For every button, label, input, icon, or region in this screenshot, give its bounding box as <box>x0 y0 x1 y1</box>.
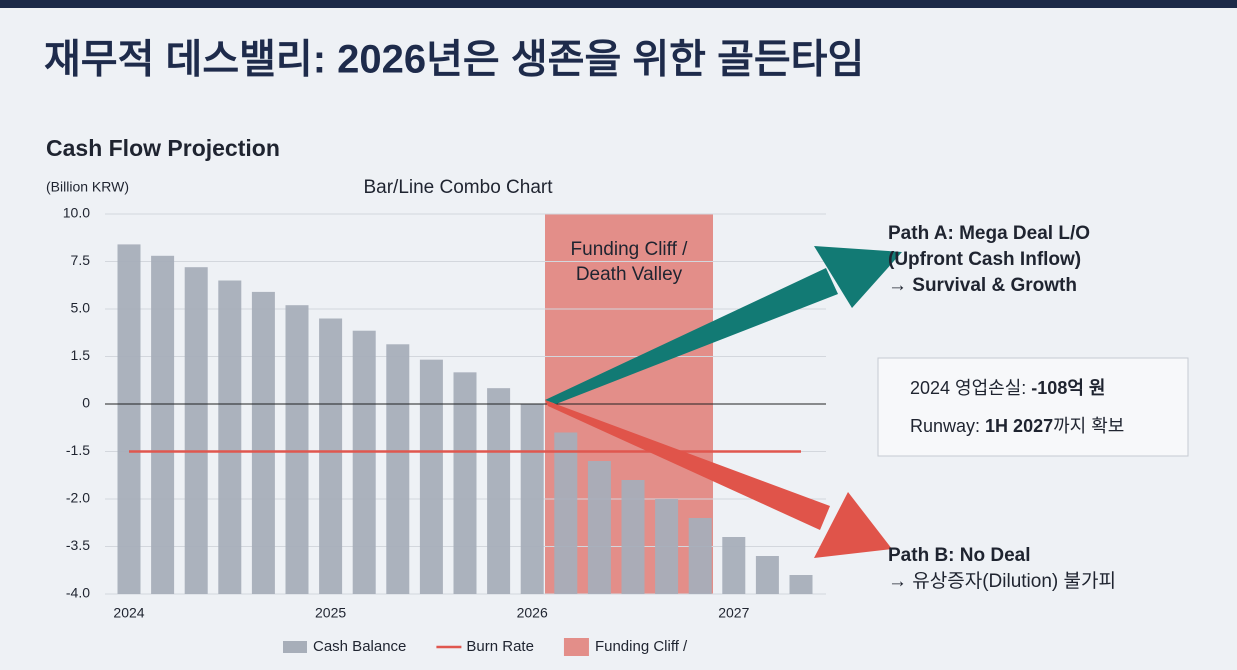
y-tick-label: -4.0 <box>66 585 90 601</box>
info-text: Runway: <box>910 416 985 436</box>
y-axis-label: (Billion KRW) <box>46 179 129 195</box>
info-item: Runway: 1H 2027까지 확보 <box>910 416 1124 436</box>
bar <box>218 280 242 594</box>
info-box <box>877 357 1189 457</box>
bar <box>419 359 443 594</box>
legend-swatch <box>563 638 589 656</box>
path-a-text: (Upfront Cash Inflow) <box>888 249 1081 270</box>
x-tick-label: 2026 <box>517 605 548 621</box>
top-band <box>0 0 1237 8</box>
bar <box>319 318 343 594</box>
arrow-head-b <box>814 492 892 558</box>
bar <box>117 244 141 594</box>
annotations: Path A: Mega Deal L/O (Upfront Cash Inflo… <box>888 223 1116 592</box>
bar <box>453 372 477 594</box>
arrow-path-a <box>545 268 838 404</box>
legend-label: Funding Cliff / <box>595 638 688 655</box>
bar <box>151 255 175 595</box>
info-suffix: 까지 확보 <box>1053 416 1124 436</box>
bar <box>688 518 712 594</box>
y-tick-label: 5.0 <box>71 300 91 316</box>
path-b-text: Path B: No Deal <box>888 545 1031 566</box>
bar <box>722 537 746 594</box>
arrow-path-b <box>545 400 830 530</box>
y-tick-label: -3.5 <box>66 537 90 553</box>
y-tick-label: -2.0 <box>66 490 90 506</box>
path-a-text: → Survival & Growth <box>888 275 1077 296</box>
bar <box>184 267 208 594</box>
x-tick-label: 2025 <box>315 605 346 621</box>
bar <box>352 330 376 594</box>
legend-label: Burn Rate <box>466 638 534 655</box>
bar <box>755 556 779 594</box>
bar <box>621 480 645 594</box>
plot: -4.0 -3.5 -2.0 -1.5 0 1.5 5.0 7.5 10.0 2024 2025 20… <box>63 205 826 621</box>
legend-label: Cash Balance <box>313 638 406 655</box>
y-tick-label: 0 <box>82 395 90 411</box>
region-label-line: Death Valley <box>576 264 683 285</box>
bar <box>487 388 511 594</box>
chart-subtitle: Bar/Line Combo Chart <box>363 177 553 198</box>
path-a-text: Path A: Mega Deal L/O <box>888 223 1090 244</box>
chart-heading: Cash Flow Projection <box>46 135 280 161</box>
y-tick-label: -1.5 <box>66 442 90 458</box>
bar <box>386 344 410 594</box>
info-bold: -108억 원 <box>1031 378 1105 398</box>
y-tick-label: 7.5 <box>71 252 91 268</box>
path-b-text: → 유상증자(Dilution) 불가피 <box>888 570 1116 592</box>
bar <box>285 305 309 594</box>
bar <box>554 432 578 594</box>
region-label-line: Funding Cliff / <box>571 239 689 260</box>
info-text: 2024 영업손실: <box>910 378 1031 398</box>
bar <box>655 499 679 594</box>
y-tick-label: 1.5 <box>71 347 91 363</box>
x-tick-label: 2027 <box>718 605 749 621</box>
arrow-head-a <box>814 246 902 308</box>
legend-swatch <box>283 641 307 653</box>
info-item: 2024 영업손실: -108억 원 <box>910 378 1105 398</box>
bar <box>520 404 544 594</box>
region-label: Funding Cliff / Death Valley <box>571 239 689 285</box>
y-tick-label: 10.0 <box>63 205 90 221</box>
slide-title: 재무적 데스밸리: 2026년은 생존을 위한 골든타임 <box>44 38 864 82</box>
x-tick-label: 2024 <box>113 605 144 621</box>
legend: Cash Balance Burn Rate Funding Cliff / <box>283 638 688 656</box>
bar <box>587 461 611 594</box>
bar <box>251 291 275 594</box>
bar <box>789 575 813 594</box>
info-bold: 1H 2027 <box>985 416 1053 436</box>
